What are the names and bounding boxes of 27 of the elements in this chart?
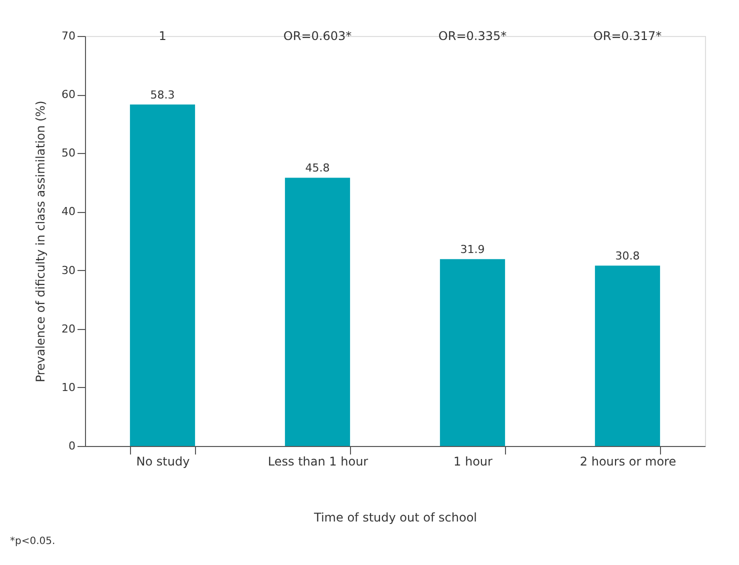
y-tick-label: 70 — [62, 30, 76, 42]
annotation: OR=0.603* — [283, 29, 352, 43]
text: *p<0.05. — [10, 536, 56, 547]
y-tick-label: 40 — [62, 205, 76, 218]
x-tick-label: Less than 1 hour — [268, 454, 368, 468]
x-tick-label: 1 hour — [454, 454, 493, 468]
x-tick-label: No study — [136, 454, 190, 468]
data-label: 31.9 — [460, 243, 485, 256]
y-tick-label: 30 — [62, 264, 76, 277]
y-axis-title: Prevalence of dificulty in class assimilation (%) — [34, 100, 48, 382]
bar — [440, 259, 506, 446]
bar — [130, 104, 196, 446]
x-tick-label: 2 hours or more — [580, 454, 676, 468]
data-label: 45.8 — [305, 162, 330, 175]
y-tick-label: 20 — [62, 322, 76, 336]
annotation: OR=0.335* — [438, 29, 507, 43]
data-label: 58.3 — [150, 88, 175, 102]
annotation: 1 — [158, 29, 166, 43]
bar — [284, 178, 350, 446]
y-tick-label: 10 — [62, 380, 76, 394]
y-tick-label: 60 — [62, 88, 76, 102]
y-tick-label: 0 — [68, 440, 76, 452]
x-axis-title: Time of study out of school — [313, 510, 477, 524]
bar — [594, 266, 660, 446]
data-label: 30.8 — [615, 250, 640, 263]
annotation: OR=0.317* — [593, 29, 662, 43]
y-tick-label: 50 — [62, 146, 76, 160]
